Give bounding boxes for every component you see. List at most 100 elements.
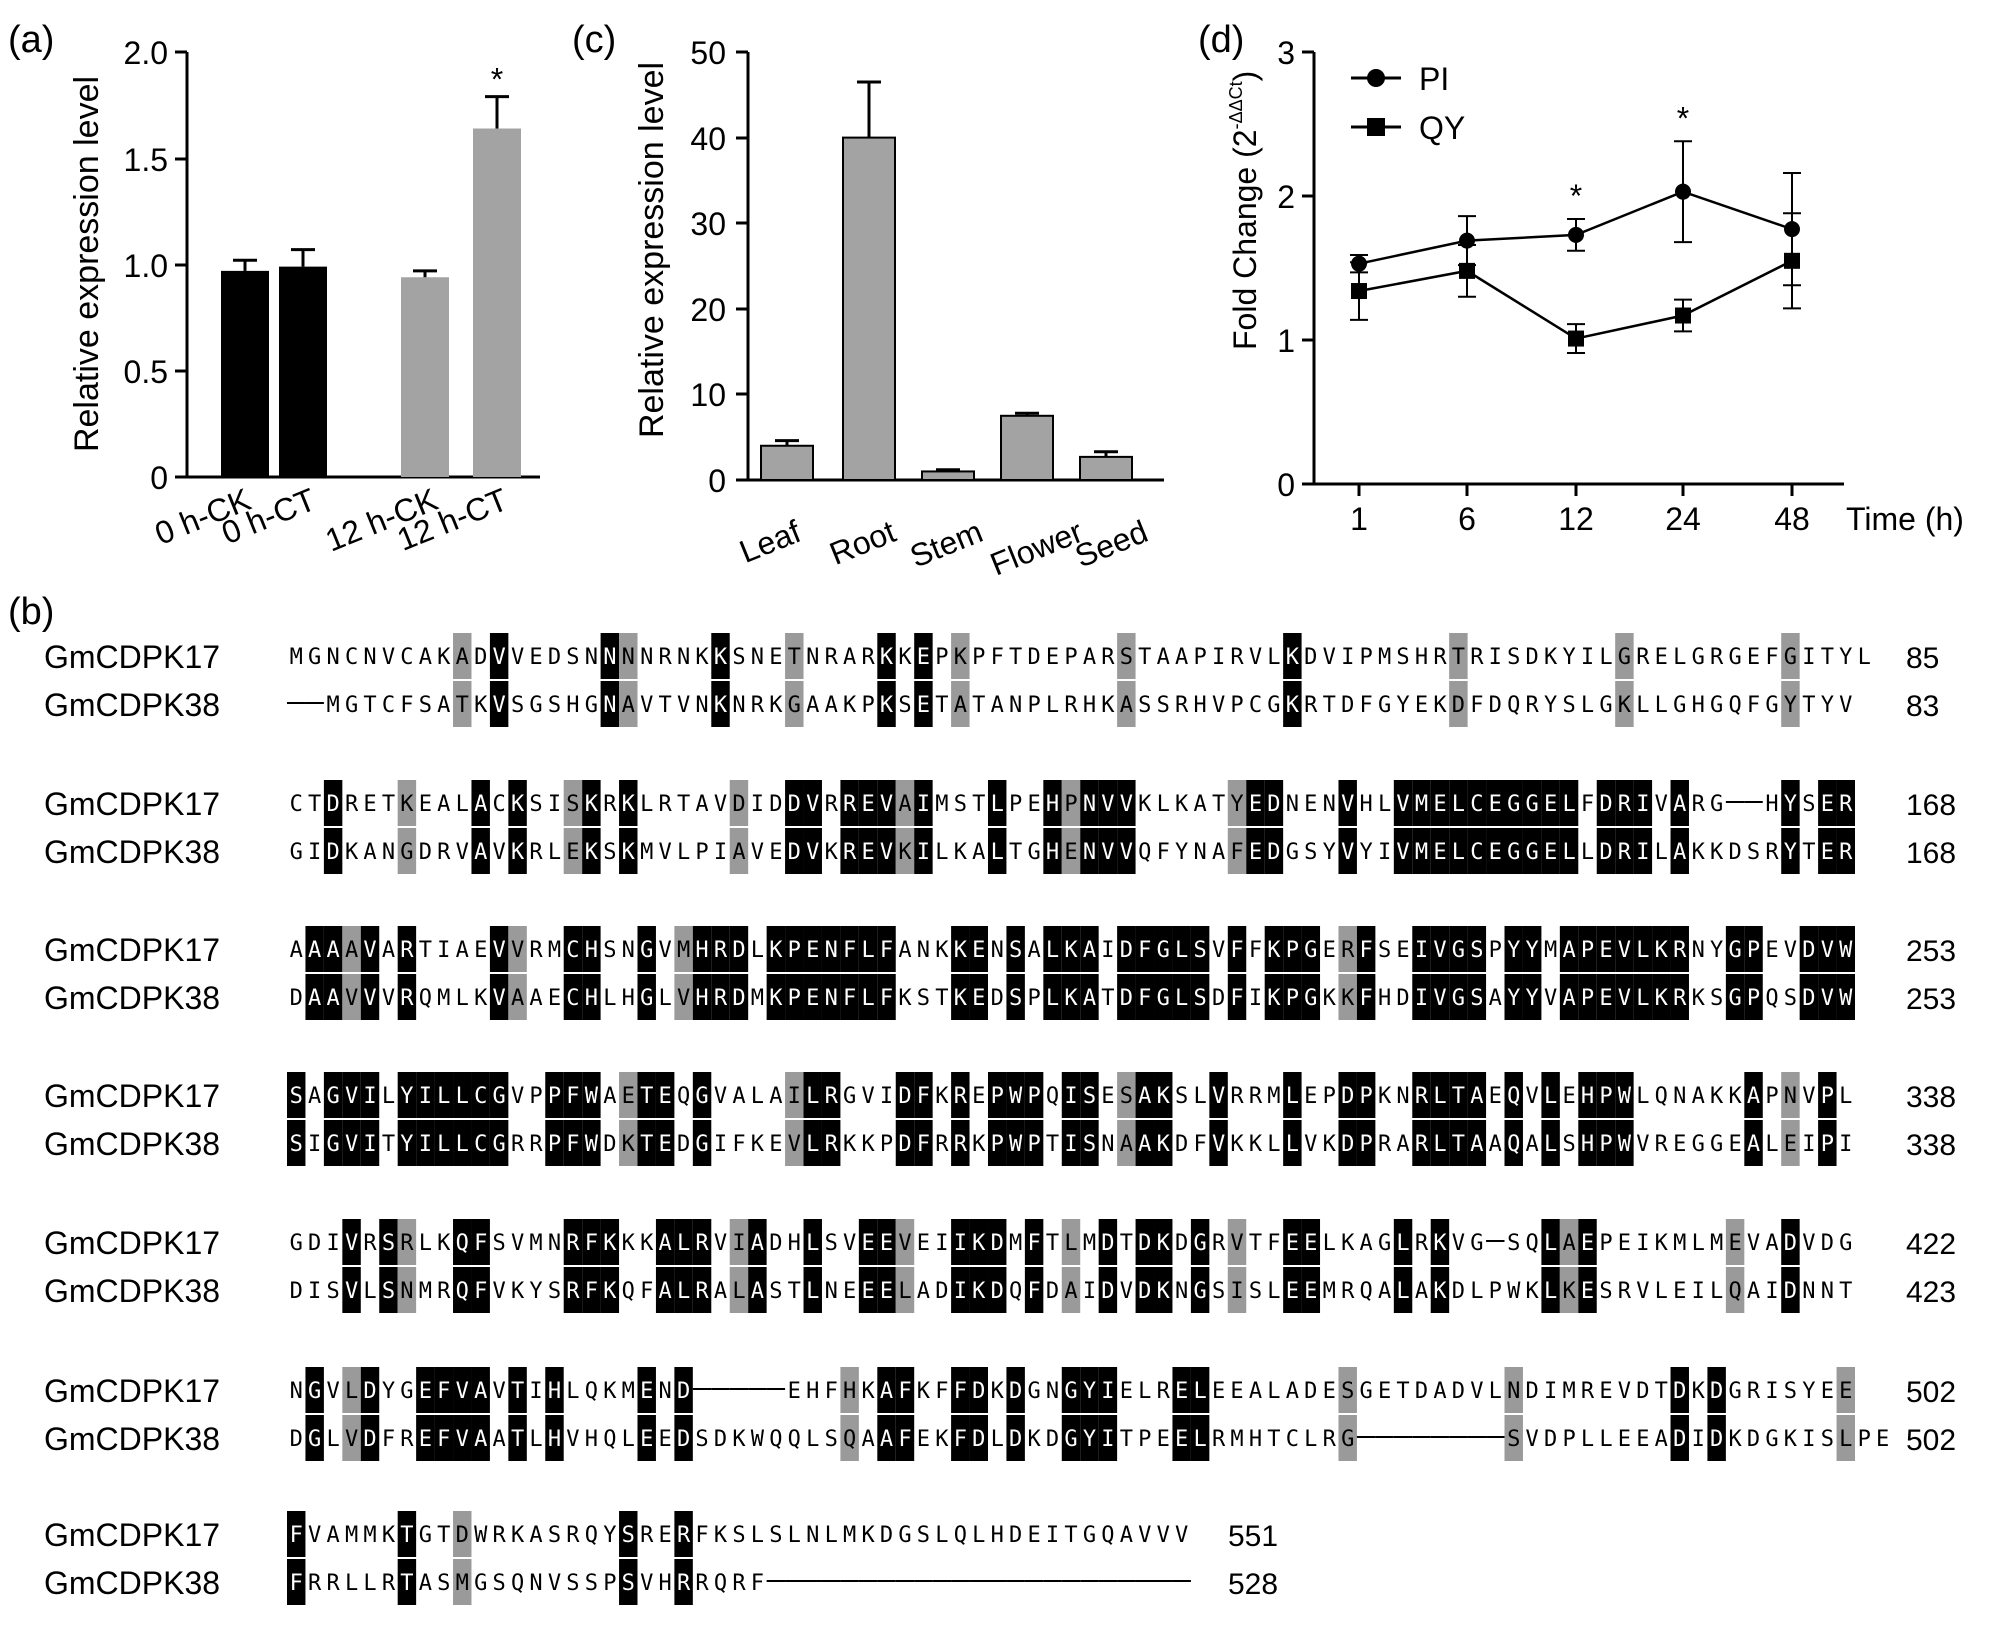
residue: D	[991, 1279, 1004, 1304]
residue: T	[935, 693, 948, 718]
residue: N	[1323, 792, 1336, 817]
identity-shade	[416, 1367, 435, 1413]
residue: N	[1692, 938, 1705, 963]
residue: Y	[1562, 645, 1575, 670]
residue: E	[363, 792, 376, 817]
residue: I	[1083, 1279, 1096, 1304]
residue: N	[1286, 792, 1299, 817]
point-pi	[1675, 183, 1691, 200]
identity-shade	[1449, 1120, 1468, 1166]
identity-shade	[951, 1267, 970, 1313]
residue: K	[511, 1279, 525, 1304]
residue: P	[1323, 1084, 1336, 1109]
residue: V	[345, 1279, 358, 1304]
residue: R	[1765, 840, 1779, 865]
identity-shade	[600, 633, 620, 679]
identity-shade	[1135, 1072, 1155, 1118]
residue: G	[1027, 840, 1040, 865]
identity-shade	[1227, 926, 1247, 972]
residue: L	[677, 1231, 690, 1256]
residue: L	[622, 1427, 635, 1452]
identity-shade	[323, 1120, 343, 1166]
residue: G	[308, 1379, 321, 1404]
residue: S	[732, 645, 745, 670]
residue: A	[456, 938, 469, 963]
residue: I	[1064, 1084, 1077, 1109]
residue: L	[1046, 938, 1059, 963]
identity-shade	[489, 1072, 509, 1118]
residue: R	[308, 1571, 322, 1596]
residue: M	[456, 1571, 469, 1596]
residue: I	[1064, 1132, 1077, 1157]
identity-shade	[840, 974, 859, 1020]
identity-shade	[674, 1367, 693, 1413]
identity-shade	[674, 1415, 693, 1461]
residue: F	[732, 1132, 745, 1157]
residue: R	[861, 645, 875, 670]
residue: S	[825, 1231, 838, 1256]
identity-shade	[1430, 780, 1450, 826]
identity-shade	[1190, 1415, 1210, 1461]
residue: H	[622, 986, 635, 1011]
residue: D	[1728, 840, 1741, 865]
identity-shade	[858, 780, 878, 826]
residue: Q	[843, 1427, 856, 1452]
identity-shade	[1596, 1072, 1616, 1118]
identity-shade	[1449, 828, 1468, 874]
residue: K	[972, 1132, 986, 1157]
residue: F	[1230, 840, 1243, 865]
identity-shade	[969, 974, 988, 1020]
residue: G	[1286, 840, 1299, 865]
residue: P	[1581, 986, 1594, 1011]
identity-shade	[582, 1267, 601, 1313]
legend-label-qy: QY	[1419, 110, 1465, 146]
identity-shade	[287, 1072, 306, 1118]
identity-shade	[1006, 1367, 1025, 1413]
residue: K	[622, 792, 636, 817]
panel-a-ytick-label: 2.0	[124, 35, 168, 71]
identity-shade	[287, 1559, 306, 1605]
residue: A	[659, 1231, 672, 1256]
residue: L	[1267, 1379, 1280, 1404]
residue: R	[714, 986, 728, 1011]
residue: K	[954, 986, 968, 1011]
identity-shade	[1283, 1267, 1302, 1313]
residue: A	[751, 1231, 764, 1256]
residue: R	[363, 1231, 377, 1256]
residue: K	[1064, 986, 1078, 1011]
residue: G	[1710, 693, 1723, 718]
residue: A	[1415, 1279, 1428, 1304]
residue: L	[991, 1427, 1004, 1452]
residue: A	[474, 792, 487, 817]
residue: D	[769, 792, 782, 817]
residue: A	[437, 693, 450, 718]
residue: A	[1083, 645, 1096, 670]
similarity-shade	[453, 681, 472, 727]
residue: Q	[788, 1427, 801, 1452]
residue: L	[640, 792, 653, 817]
residue: K	[585, 792, 599, 817]
residue: H	[585, 938, 598, 963]
identity-shade	[895, 1415, 915, 1461]
residue: V	[751, 840, 764, 865]
identity-shade	[1172, 1415, 1191, 1461]
residue: K	[861, 1132, 875, 1157]
panel-d-legend: PI QY	[1351, 61, 1465, 146]
residue: S	[898, 693, 911, 718]
identity-shade	[600, 681, 620, 727]
residue: L	[1046, 693, 1059, 718]
identity-shade	[1578, 926, 1597, 972]
residue: K	[474, 693, 488, 718]
identity-shade	[1061, 926, 1081, 972]
similarity-shade	[563, 780, 583, 826]
residue: D	[548, 645, 561, 670]
similarity-shade	[1061, 1267, 1081, 1313]
similarity-shade	[1781, 681, 1800, 727]
identity-shade	[803, 926, 822, 972]
residue: S	[548, 1279, 561, 1304]
residue: V	[1212, 1084, 1225, 1109]
residue: M	[290, 645, 303, 670]
residue: K	[898, 840, 912, 865]
residue: R	[382, 1571, 396, 1596]
residue: S	[769, 1523, 782, 1548]
